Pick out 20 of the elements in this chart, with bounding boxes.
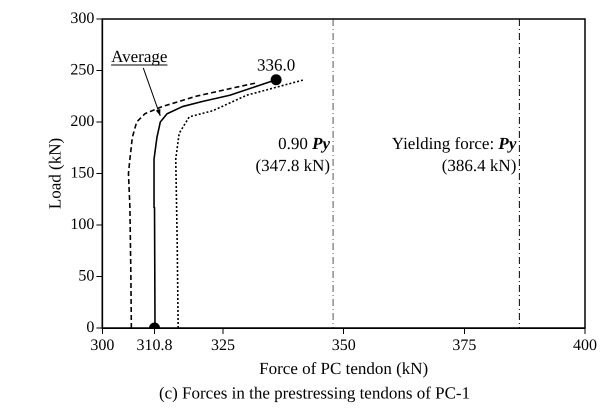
ref-line-label: 0.90 Py (347.8 kN) [255, 134, 331, 175]
x-axis-title: Force of PC tendon (kN) [259, 358, 428, 378]
x-tick-label: 350 [332, 336, 356, 354]
y-tick-label: 150 [70, 164, 94, 182]
y-tick-label: 300 [70, 10, 94, 28]
y-tick-label: 0 [86, 319, 94, 336]
x-tick-label: 400 [573, 336, 597, 354]
y-tick-label: 50 [78, 268, 94, 285]
y-tick-label: 200 [70, 113, 94, 130]
y-tick-label: 250 [70, 62, 94, 79]
x-tick-label: 300 [90, 336, 114, 354]
y-axis-title: Load (kN) [46, 138, 65, 210]
x-tick-label: 325 [211, 336, 236, 354]
annotation: Average [111, 46, 168, 66]
y-tick-label: 100 [70, 216, 94, 234]
annotation: 336.0 [257, 56, 296, 75]
ref-line-label: Yielding force: Py (386.4 kN) [392, 134, 517, 175]
text: (c) Forces in the prestressing tendons of PC-1 [158, 383, 470, 402]
x-tick-label: 375 [452, 336, 476, 354]
x-tick-label: 310.8 [136, 336, 173, 354]
